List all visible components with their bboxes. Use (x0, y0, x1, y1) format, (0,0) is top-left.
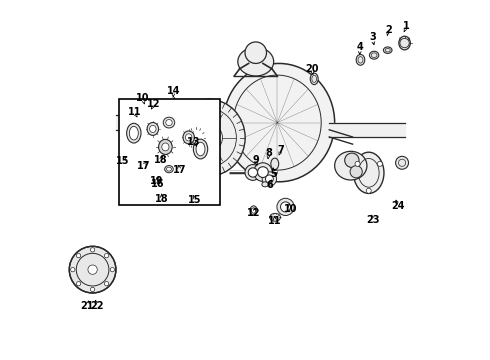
Text: 21: 21 (80, 301, 94, 311)
Circle shape (127, 109, 151, 133)
Ellipse shape (353, 152, 384, 193)
Ellipse shape (166, 120, 172, 126)
Ellipse shape (262, 182, 269, 187)
Ellipse shape (310, 73, 318, 85)
Ellipse shape (187, 127, 205, 149)
Circle shape (69, 246, 116, 293)
Circle shape (377, 161, 382, 166)
Text: 10: 10 (284, 204, 297, 215)
Circle shape (245, 42, 267, 63)
Text: 9: 9 (252, 155, 259, 165)
Circle shape (129, 123, 133, 128)
Text: 19: 19 (149, 176, 163, 186)
Ellipse shape (165, 166, 173, 173)
Text: 16: 16 (151, 179, 165, 189)
Circle shape (145, 114, 149, 118)
Text: 15: 15 (188, 195, 202, 206)
Text: 20: 20 (305, 64, 318, 74)
Text: 12: 12 (247, 208, 261, 219)
Circle shape (110, 267, 115, 272)
Ellipse shape (238, 47, 274, 76)
Circle shape (245, 165, 261, 180)
Circle shape (266, 175, 273, 183)
Text: 4: 4 (356, 42, 363, 52)
Text: 17: 17 (172, 165, 186, 175)
Circle shape (135, 101, 153, 120)
Circle shape (91, 287, 95, 292)
Text: 18: 18 (155, 194, 169, 204)
Text: 11: 11 (127, 107, 141, 117)
Text: 7: 7 (278, 145, 285, 155)
Text: 10: 10 (136, 93, 149, 103)
Circle shape (248, 168, 258, 177)
Circle shape (76, 253, 81, 258)
Ellipse shape (147, 122, 159, 135)
Bar (119, 99, 220, 205)
Ellipse shape (250, 206, 257, 215)
Text: 5: 5 (270, 168, 277, 179)
Circle shape (395, 156, 409, 169)
Circle shape (91, 248, 95, 252)
Text: 2: 2 (385, 25, 392, 35)
Text: 3: 3 (369, 32, 376, 42)
Ellipse shape (271, 158, 279, 170)
Circle shape (137, 109, 141, 114)
Ellipse shape (196, 142, 205, 156)
Ellipse shape (383, 47, 392, 53)
Text: 1: 1 (403, 21, 410, 31)
Text: 12: 12 (147, 99, 161, 109)
Ellipse shape (129, 126, 138, 140)
Ellipse shape (163, 117, 175, 128)
Circle shape (280, 202, 291, 212)
Ellipse shape (183, 131, 195, 144)
Circle shape (104, 253, 109, 258)
Circle shape (344, 153, 359, 167)
Ellipse shape (223, 63, 335, 182)
Circle shape (129, 114, 133, 118)
Text: 24: 24 (392, 201, 405, 211)
Ellipse shape (152, 113, 156, 118)
Circle shape (139, 105, 149, 115)
Text: 18: 18 (154, 155, 168, 165)
Circle shape (277, 198, 294, 216)
Circle shape (258, 167, 269, 177)
Ellipse shape (173, 99, 245, 176)
Ellipse shape (167, 167, 172, 171)
Ellipse shape (149, 125, 156, 132)
Ellipse shape (335, 151, 367, 180)
Ellipse shape (186, 134, 192, 141)
Circle shape (262, 172, 276, 186)
Circle shape (71, 267, 75, 272)
Ellipse shape (194, 139, 208, 159)
Ellipse shape (162, 143, 169, 151)
Circle shape (254, 163, 272, 181)
Text: 15: 15 (116, 156, 129, 166)
Circle shape (350, 166, 362, 178)
Text: 11: 11 (269, 216, 282, 226)
Circle shape (132, 114, 147, 128)
Text: 6: 6 (267, 180, 273, 190)
Ellipse shape (159, 139, 172, 154)
Ellipse shape (251, 208, 256, 213)
Ellipse shape (270, 213, 280, 221)
Text: 13: 13 (187, 137, 200, 147)
Circle shape (104, 282, 109, 286)
Ellipse shape (126, 123, 141, 143)
Text: 17: 17 (137, 161, 150, 171)
Circle shape (137, 128, 141, 132)
Circle shape (366, 188, 371, 193)
Circle shape (88, 265, 97, 274)
Text: 14: 14 (167, 86, 180, 96)
Circle shape (355, 161, 360, 166)
Ellipse shape (399, 36, 410, 50)
Ellipse shape (356, 54, 365, 65)
Circle shape (76, 282, 81, 286)
Text: 23: 23 (367, 215, 380, 225)
Ellipse shape (151, 111, 158, 121)
Text: 22: 22 (91, 301, 104, 311)
Text: 8: 8 (265, 148, 272, 158)
Ellipse shape (369, 51, 379, 59)
Circle shape (145, 123, 149, 128)
